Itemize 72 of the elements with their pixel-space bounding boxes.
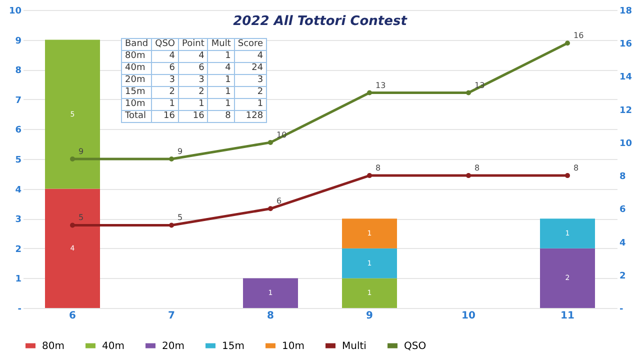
bar	[540, 218, 595, 248]
point	[169, 156, 174, 162]
y2-tick-label: 8	[620, 172, 626, 182]
data-label: 8	[574, 164, 579, 173]
point	[70, 222, 75, 228]
data-label: 9	[78, 147, 84, 156]
y-tick-label: 6	[15, 126, 22, 136]
point	[565, 173, 570, 178]
bar	[342, 278, 397, 308]
legend-label: 80m	[42, 340, 64, 352]
y2-tick-label: -	[620, 304, 624, 314]
y2-tick-label: 18	[620, 6, 632, 16]
legend-label: 10m	[282, 340, 304, 352]
y-tick-label: 3	[15, 215, 22, 226]
data-label: 9	[178, 147, 183, 156]
text: Total 16 16 8 128	[125, 111, 264, 121]
text: 20m 3 3 1 3	[125, 75, 264, 85]
point	[268, 140, 273, 145]
data-label: 8	[474, 164, 480, 173]
bar	[45, 40, 100, 189]
y-tick-label: 7	[15, 96, 22, 106]
y2-tick-label: 4	[620, 238, 626, 248]
bar	[342, 248, 397, 278]
y2-tick-label: 10	[620, 138, 632, 149]
point	[169, 222, 174, 228]
text: 80m 4 4 1 4	[125, 51, 264, 61]
data-label: 16	[574, 31, 584, 40]
y-tick-label: 1	[15, 274, 22, 285]
y-tick-label: 4	[15, 185, 22, 196]
point	[367, 173, 372, 178]
point	[466, 173, 471, 178]
legend-label: 20m	[162, 340, 184, 352]
y2-tick-label: 6	[620, 205, 626, 216]
point	[268, 206, 273, 212]
text: 10m 1 1 1 1	[125, 99, 264, 109]
legend-label: 40m	[102, 340, 124, 352]
x-tick-label: 10	[462, 310, 476, 322]
y-tick-label: 5	[15, 156, 22, 166]
y2-tick-label: 2	[620, 271, 626, 282]
bar	[243, 278, 298, 308]
data-label: 5	[178, 213, 183, 222]
point	[367, 90, 372, 96]
text: 15m 2 2 1 2	[125, 87, 264, 97]
legend-label: QSO	[404, 340, 426, 352]
data-label: 5	[78, 213, 84, 222]
legend-label: Multi	[342, 340, 366, 352]
y-tick-label: 8	[15, 66, 22, 76]
x-tick-label: 9	[366, 310, 374, 322]
text: 40m 6 6 4 24	[125, 63, 264, 73]
point	[70, 156, 75, 162]
x-tick-label: 8	[267, 310, 274, 322]
annotation: Band QSO Point Mult Score	[124, 38, 264, 50]
x-tick-label: 11	[560, 310, 574, 322]
bar	[342, 218, 397, 248]
bar	[45, 188, 100, 308]
y2-tick-label: 16	[620, 40, 632, 50]
data-label: 13	[376, 80, 386, 90]
chart-title: 2022 All Tottori Contest	[233, 14, 408, 29]
y-tick-label: -	[18, 304, 22, 314]
y-tick-label: 9	[15, 36, 22, 46]
bar	[540, 248, 595, 308]
x-tick-label: 7	[168, 310, 176, 322]
y2-tick-label: 14	[620, 72, 632, 83]
legend-label: 15m	[222, 340, 244, 352]
x-tick-label: 6	[69, 310, 76, 322]
y2-tick-label: 12	[620, 106, 632, 116]
point	[466, 90, 471, 96]
y-tick-label: 2	[15, 244, 22, 255]
data-label: 6	[276, 196, 282, 206]
data-label: 8	[376, 164, 381, 173]
y-tick-label: 10	[8, 6, 22, 16]
point	[565, 40, 570, 46]
